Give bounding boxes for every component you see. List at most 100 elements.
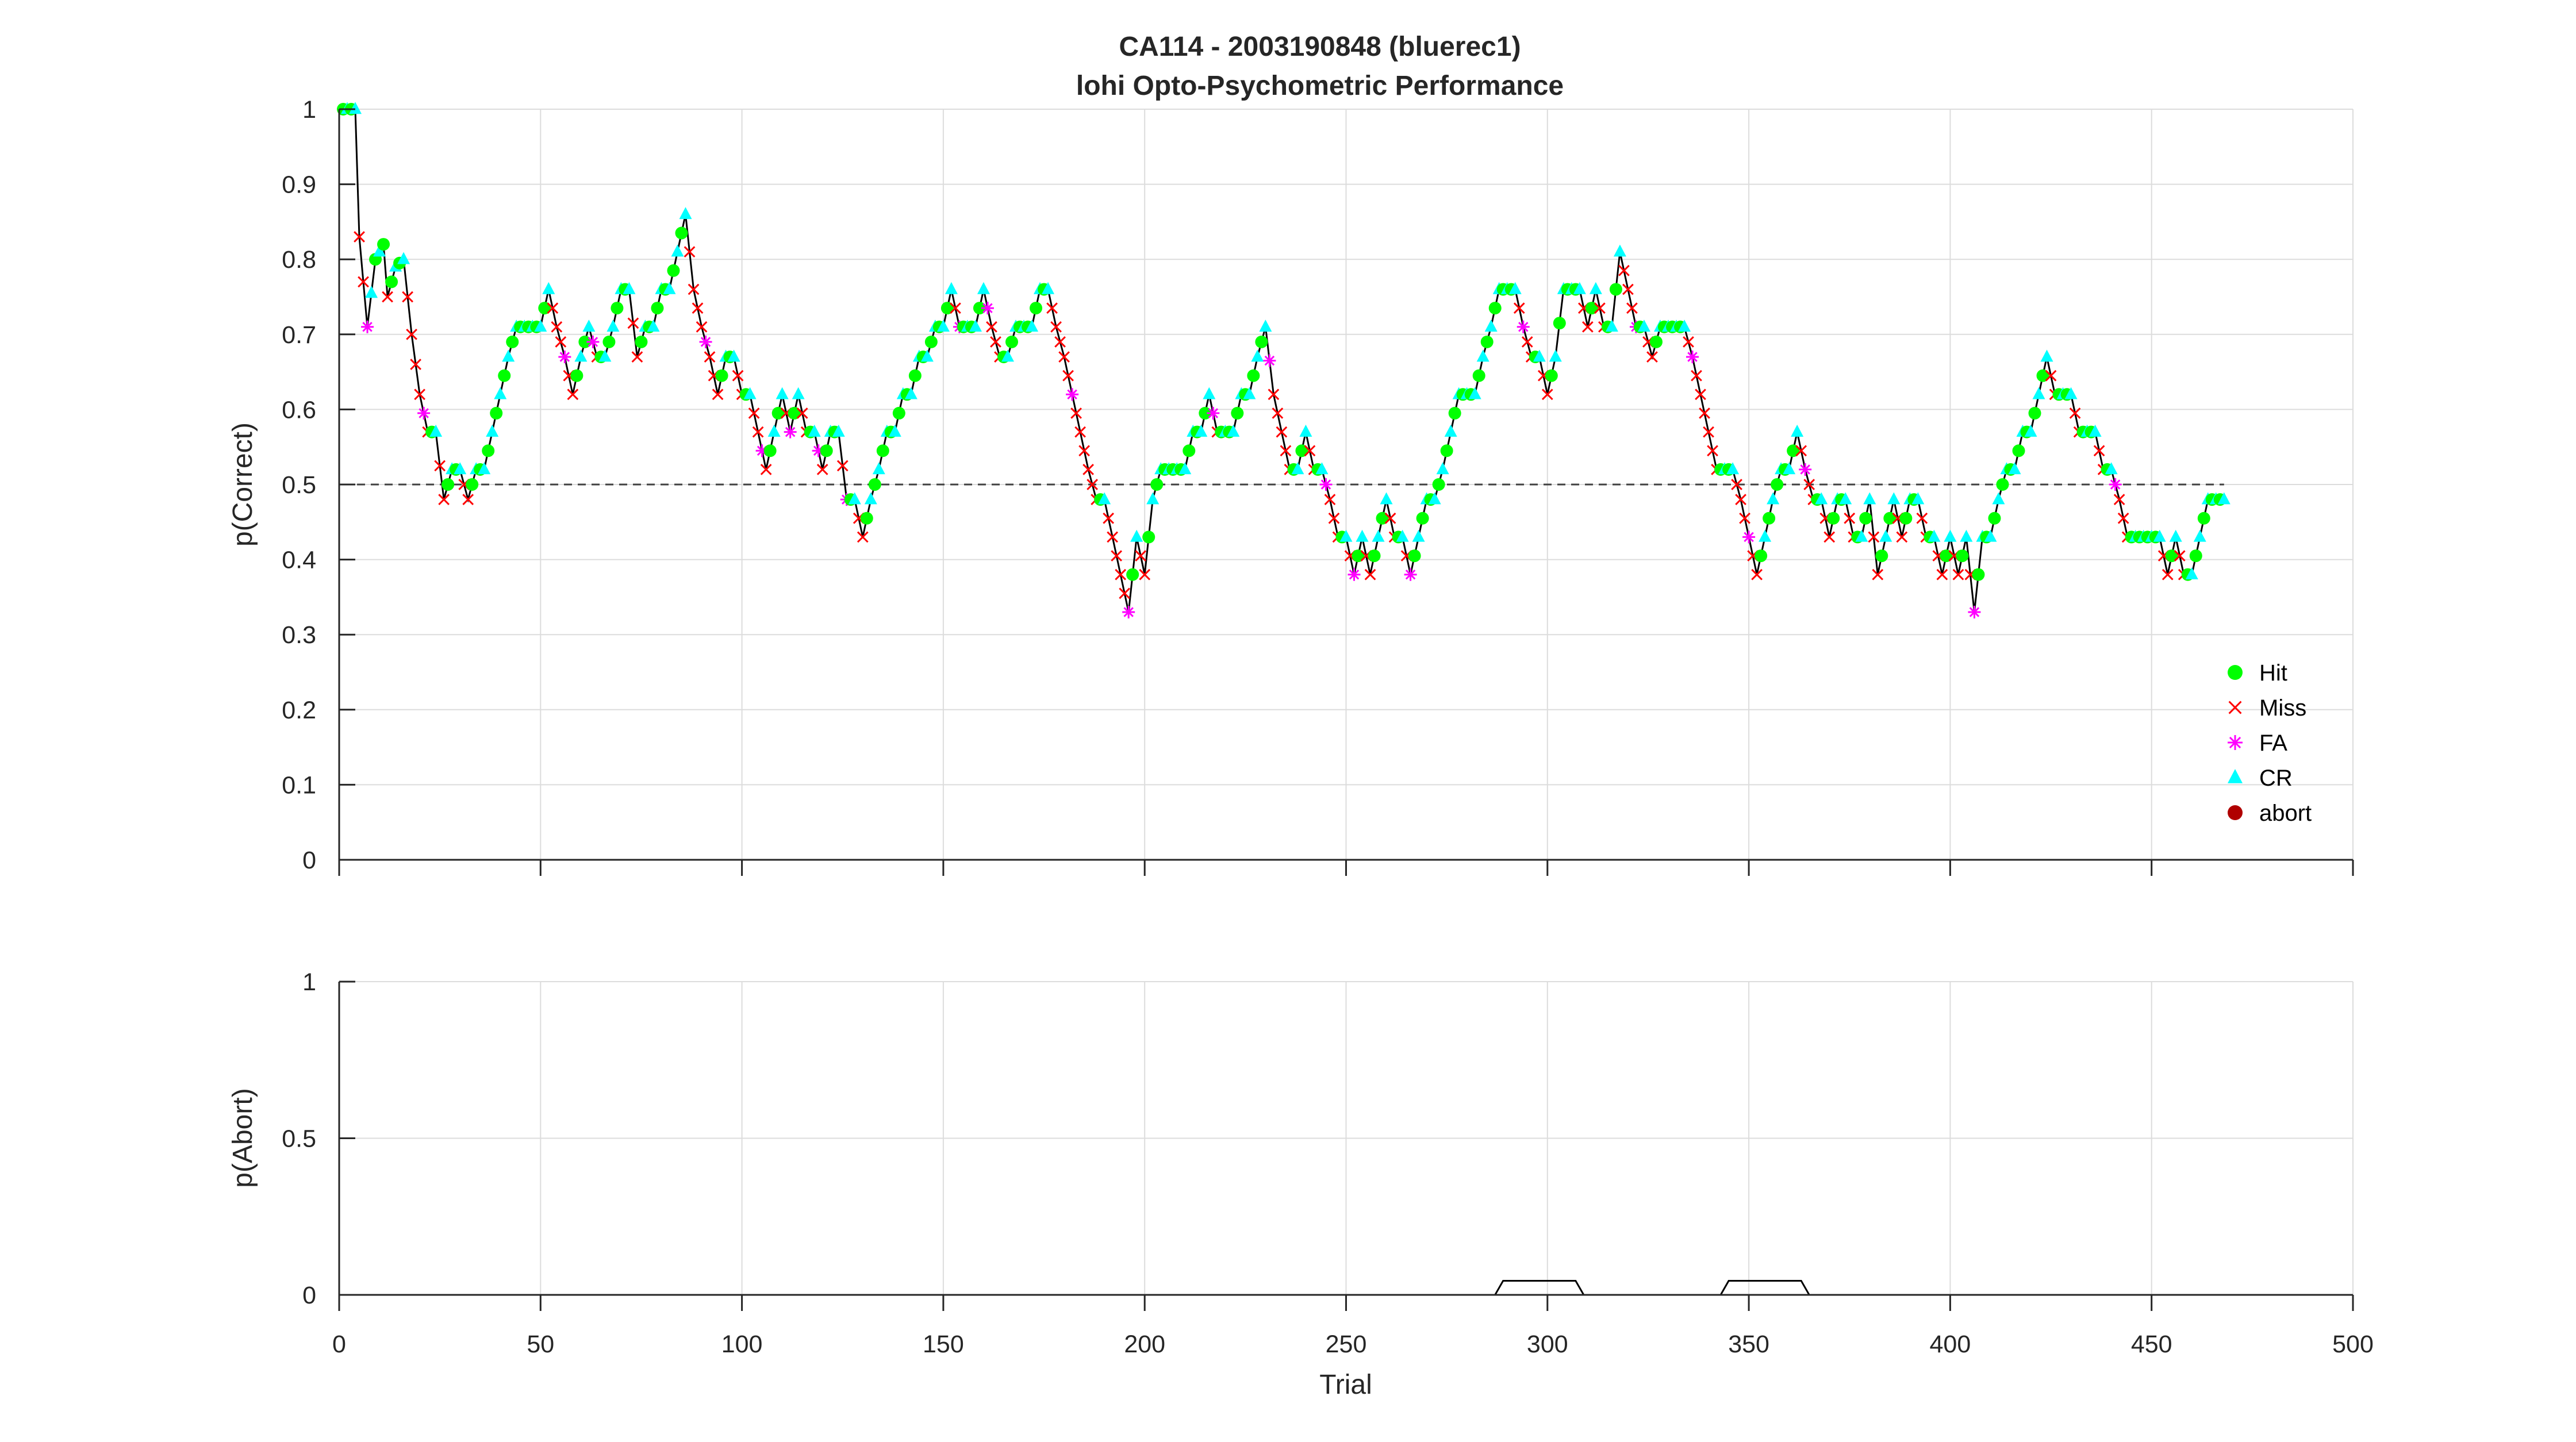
miss-marker [836,460,849,472]
hit-marker [1472,369,1485,382]
fa-marker [1066,388,1079,401]
hit-marker [973,302,986,315]
cr-marker [397,252,410,264]
legend: Hit Miss FA CR abort [2228,660,2312,826]
performance-y-ticks: 0 0.1 0.2 0.3 0.4 0.5 0.6 0.7 0.8 0.9 1 [282,96,355,874]
miss-marker [1581,321,1594,333]
cr-marker [1315,462,1329,475]
hit-marker [1827,512,1840,525]
hit-marker [2197,512,2210,525]
legend-item-miss: Miss [2228,695,2306,721]
cr-marker [1928,529,1941,542]
miss-marker [2162,568,2174,580]
cr-marker [502,349,515,362]
hit-marker [1231,406,1244,420]
y-tick-label: 0.6 [282,396,316,424]
hit-marker [771,406,785,420]
y-tick-label: 0.4 [282,547,316,574]
hit-marker [1142,530,1155,544]
cr-marker [776,387,789,399]
legend-label: CR [2259,766,2293,791]
hit-marker [1295,444,1308,457]
cr-marker [1227,424,1240,437]
x-tick-label: 0 [332,1331,346,1358]
fa-marker [586,335,600,348]
cr-marker [1412,529,1425,542]
miss-marker [1731,479,1742,490]
hit-marker [611,302,624,315]
hit-marker [1649,335,1663,348]
hit-marker [1883,512,1897,525]
miss-marker [1699,407,1710,419]
miss-marker [547,302,559,314]
hit-marker [506,335,519,348]
cr-marker [1484,320,1498,332]
miss-marker [1646,351,1658,363]
legend-item-fa: FA [2228,730,2287,756]
cr-marker [904,387,917,399]
figure-title-line2: lohi Opto-Psychometric Performance [1076,71,1564,101]
cr-marker [2153,529,2166,542]
hit-marker [1448,406,1461,420]
y-tick-label: 0.5 [282,1125,316,1153]
miss-marker [402,291,413,303]
hit-marker [1126,568,1139,581]
fa-marker [1207,406,1220,420]
cr-marker [1476,349,1489,362]
hit-marker [2165,549,2178,563]
cr-marker [848,492,861,505]
fa-marker [784,425,797,439]
hit-marker [377,238,390,251]
miss-marker [1868,531,1880,543]
miss-marker [1952,568,1964,580]
cr-marker [1944,529,1957,542]
miss-marker [1872,568,1884,580]
hit-marker [1247,369,1260,382]
cr-marker [2217,492,2231,505]
legend-item-abort: abort [2228,801,2312,826]
fa-marker [1263,354,1276,367]
miss-marker [748,407,760,419]
figure-title-line1: CA114 - 2003190848 (bluerec1) [1119,32,1521,62]
fa-marker [1404,568,1417,581]
abort-axes: 0 50 100 150 200 250 300 350 400 450 500 00.51 p(A… [228,968,2374,1400]
hit-marker [1996,478,2009,491]
miss-marker [1844,512,1856,524]
hit-marker [1432,478,1445,491]
miss-marker [1103,512,1115,524]
hit-marker [1408,549,1421,563]
hit-marker [498,369,511,382]
cr-marker [2024,424,2037,437]
cr-marker [534,320,547,332]
hit-marker [715,369,728,382]
hit-marker [1940,549,1953,563]
miss-marker [1074,426,1086,438]
fa-marker [1517,320,1530,333]
miss-marker [1054,336,1066,348]
cr-marker [1251,349,1264,362]
hit-marker [924,335,938,348]
cr-marker [2040,349,2053,362]
cr-marker [1815,492,1828,505]
miss-marker [358,276,369,288]
cr-marker [743,387,757,399]
cr-marker [977,282,990,294]
abort-y-ticks: 00.51 [282,968,355,1309]
cr-marker [1428,492,1441,505]
cr-marker [582,320,596,332]
fa-marker [558,350,571,363]
cr-marker [1098,492,1111,505]
cr-marker [1436,462,1449,475]
miss-marker [1795,445,1807,457]
hit-marker [667,264,680,277]
hit-marker [1255,335,1268,348]
miss-marker [684,246,696,258]
cr-marker [647,320,660,332]
hit-marker [788,406,801,420]
y-tick-label: 0.3 [282,621,316,649]
miss-marker [1111,550,1123,562]
miss-marker [1115,568,1127,580]
cr-marker [1767,492,1780,505]
hit-marker [1609,283,1622,296]
cr-marker [767,424,781,437]
